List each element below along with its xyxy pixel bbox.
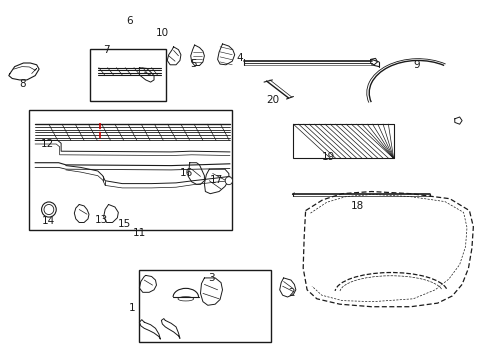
- Text: 19: 19: [321, 152, 335, 162]
- Ellipse shape: [224, 177, 232, 185]
- Text: 12: 12: [41, 139, 55, 149]
- Text: 6: 6: [126, 16, 133, 26]
- Bar: [90, 49, 166, 101]
- Text: 7: 7: [103, 45, 110, 55]
- Text: 10: 10: [156, 28, 168, 38]
- Text: 2: 2: [288, 288, 295, 298]
- Text: 20: 20: [266, 95, 279, 105]
- Text: 15: 15: [117, 219, 131, 229]
- Text: 3: 3: [207, 273, 214, 283]
- Text: 16: 16: [180, 168, 193, 178]
- Ellipse shape: [41, 202, 56, 217]
- Text: 14: 14: [42, 216, 56, 226]
- Bar: [293, 124, 393, 158]
- Text: 11: 11: [133, 228, 146, 238]
- Text: 13: 13: [95, 215, 108, 225]
- Bar: [29, 110, 232, 230]
- Bar: [139, 270, 271, 342]
- Text: 17: 17: [209, 175, 223, 185]
- Text: 1: 1: [128, 303, 135, 313]
- Text: 5: 5: [189, 59, 196, 69]
- Text: 18: 18: [349, 201, 363, 211]
- Text: 9: 9: [412, 60, 419, 70]
- Text: 4: 4: [236, 53, 243, 63]
- Text: 8: 8: [19, 78, 26, 89]
